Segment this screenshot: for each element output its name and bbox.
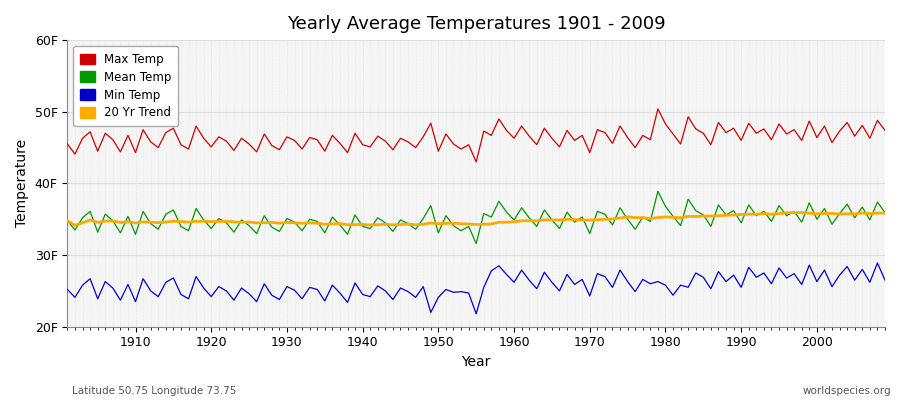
Legend: Max Temp, Mean Temp, Min Temp, 20 Yr Trend: Max Temp, Mean Temp, Min Temp, 20 Yr Tre…	[73, 46, 178, 126]
Text: worldspecies.org: worldspecies.org	[803, 386, 891, 396]
Y-axis label: Temperature: Temperature	[15, 139, 29, 228]
X-axis label: Year: Year	[462, 355, 490, 369]
Text: Latitude 50.75 Longitude 73.75: Latitude 50.75 Longitude 73.75	[72, 386, 237, 396]
Title: Yearly Average Temperatures 1901 - 2009: Yearly Average Temperatures 1901 - 2009	[287, 15, 665, 33]
